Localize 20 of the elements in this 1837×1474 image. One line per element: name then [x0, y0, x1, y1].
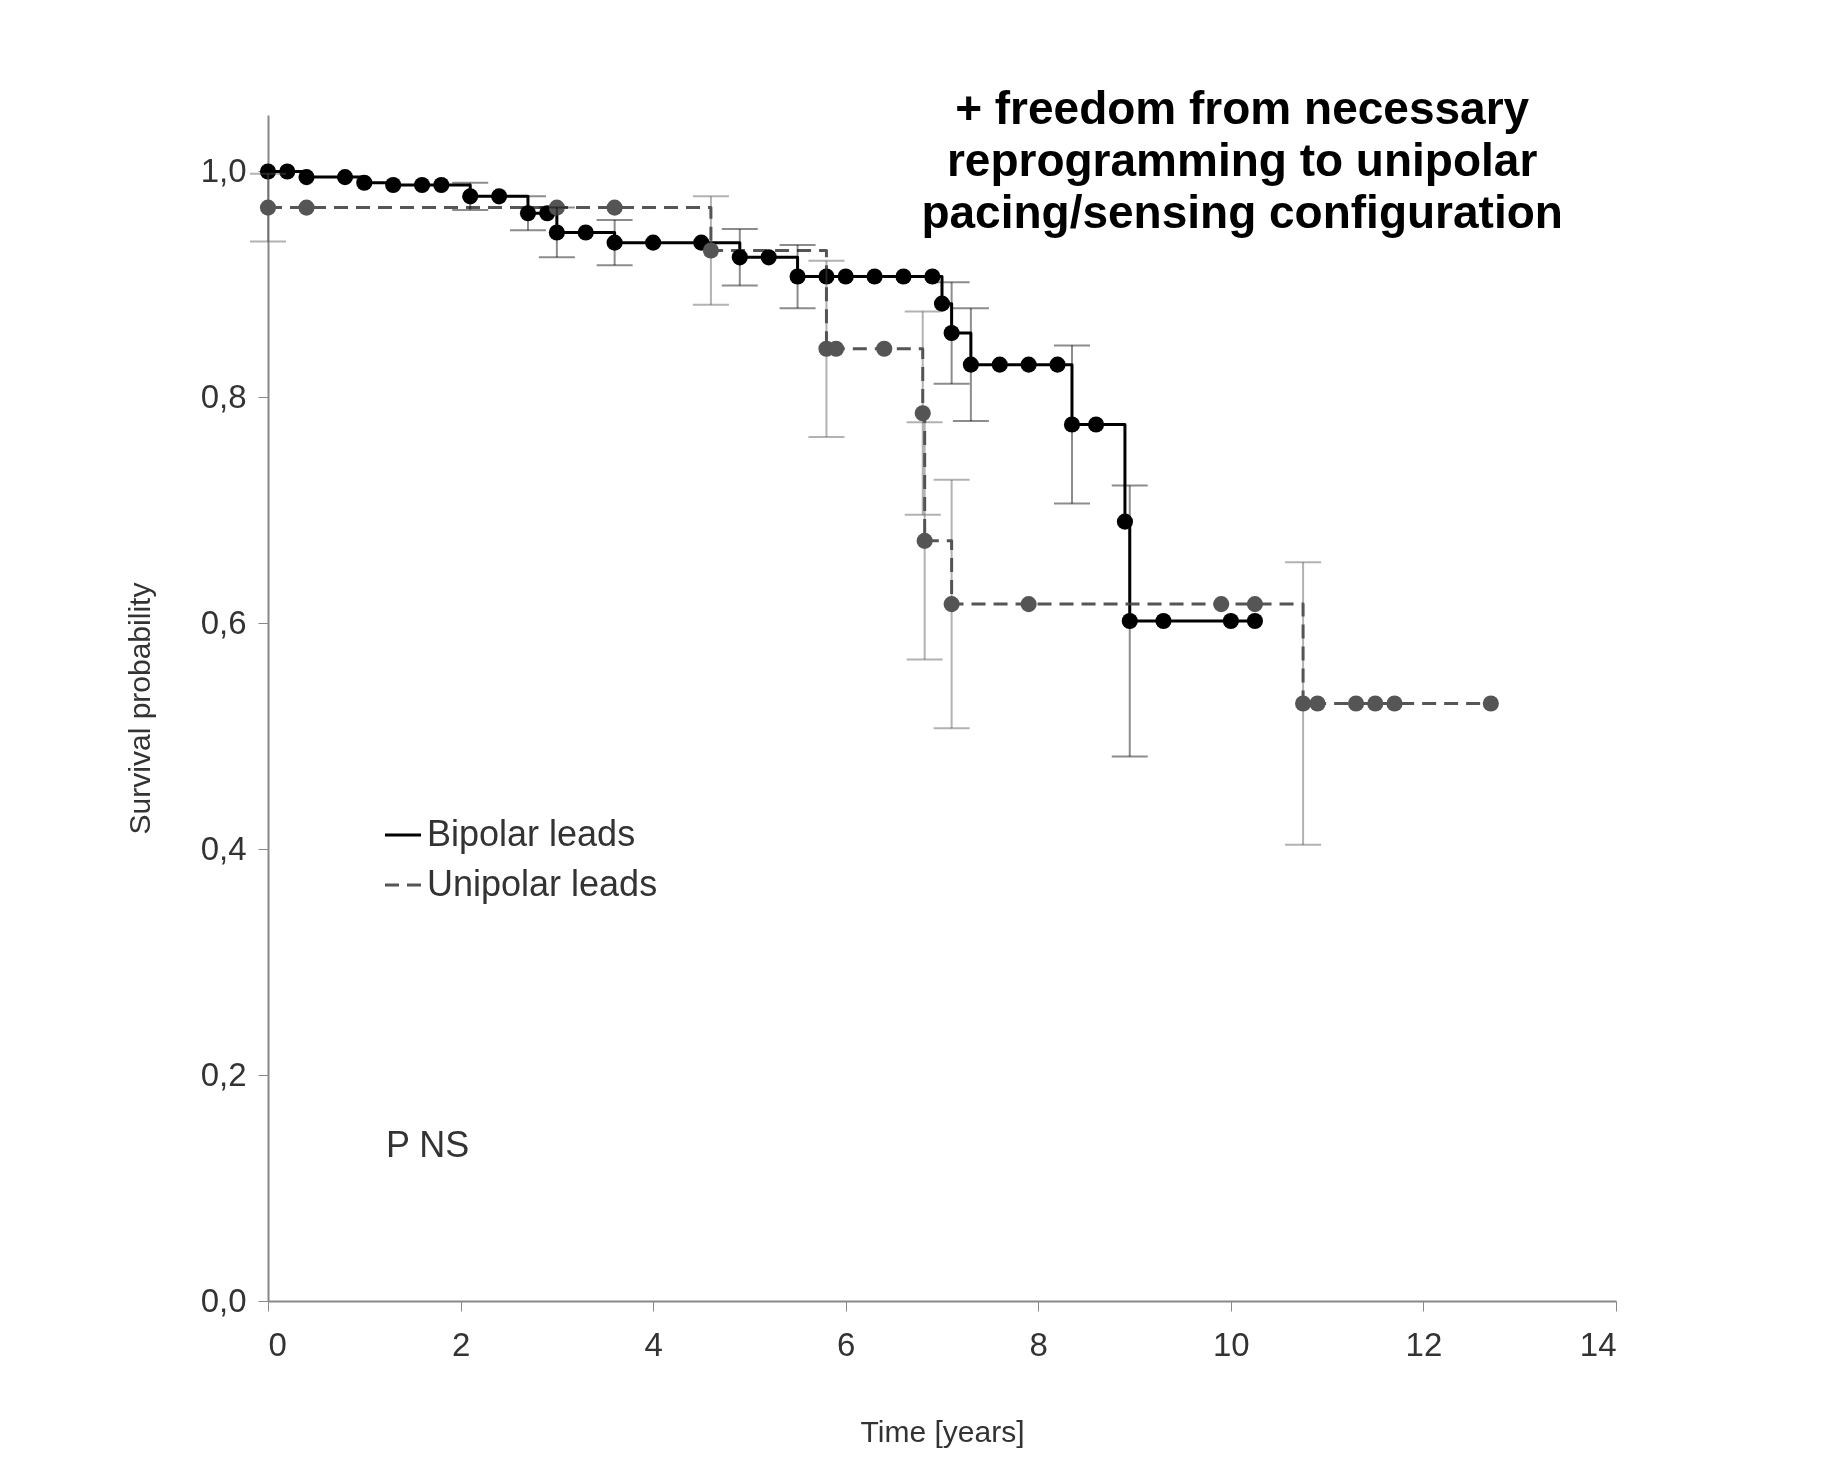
y-tick-label: 0,0	[200, 1281, 247, 1319]
x-tick-label: 12	[1405, 1325, 1443, 1363]
x-tick-label: 14	[1579, 1325, 1617, 1363]
x-tick-label: 0	[268, 1325, 287, 1363]
y-tick-label: 0,4	[200, 829, 247, 867]
annotation: P NS	[386, 1124, 470, 1165]
y-tick-label: 1,0	[200, 151, 247, 189]
x-tick-label: 6	[837, 1325, 856, 1363]
legend-label: Bipolar leads	[427, 813, 636, 854]
legend-label: Unipolar leads	[427, 863, 658, 904]
y-tick-label: 0,2	[200, 1055, 247, 1093]
y-tick-label: 0,6	[200, 603, 247, 641]
x-tick-label: 8	[1029, 1325, 1048, 1363]
chart-title: + freedom from necessary reprogramming to unipolar pacing/sensing configuration	[921, 82, 1563, 238]
x-tick-label: 4	[644, 1325, 663, 1363]
x-axis-title: Time [years]	[860, 1414, 1025, 1448]
x-tick-label: 10	[1213, 1325, 1250, 1363]
x-tick-label: 2	[451, 1325, 471, 1363]
y-axis-title: Survival probability	[122, 582, 156, 835]
y-tick-label: 0,8	[200, 377, 247, 415]
